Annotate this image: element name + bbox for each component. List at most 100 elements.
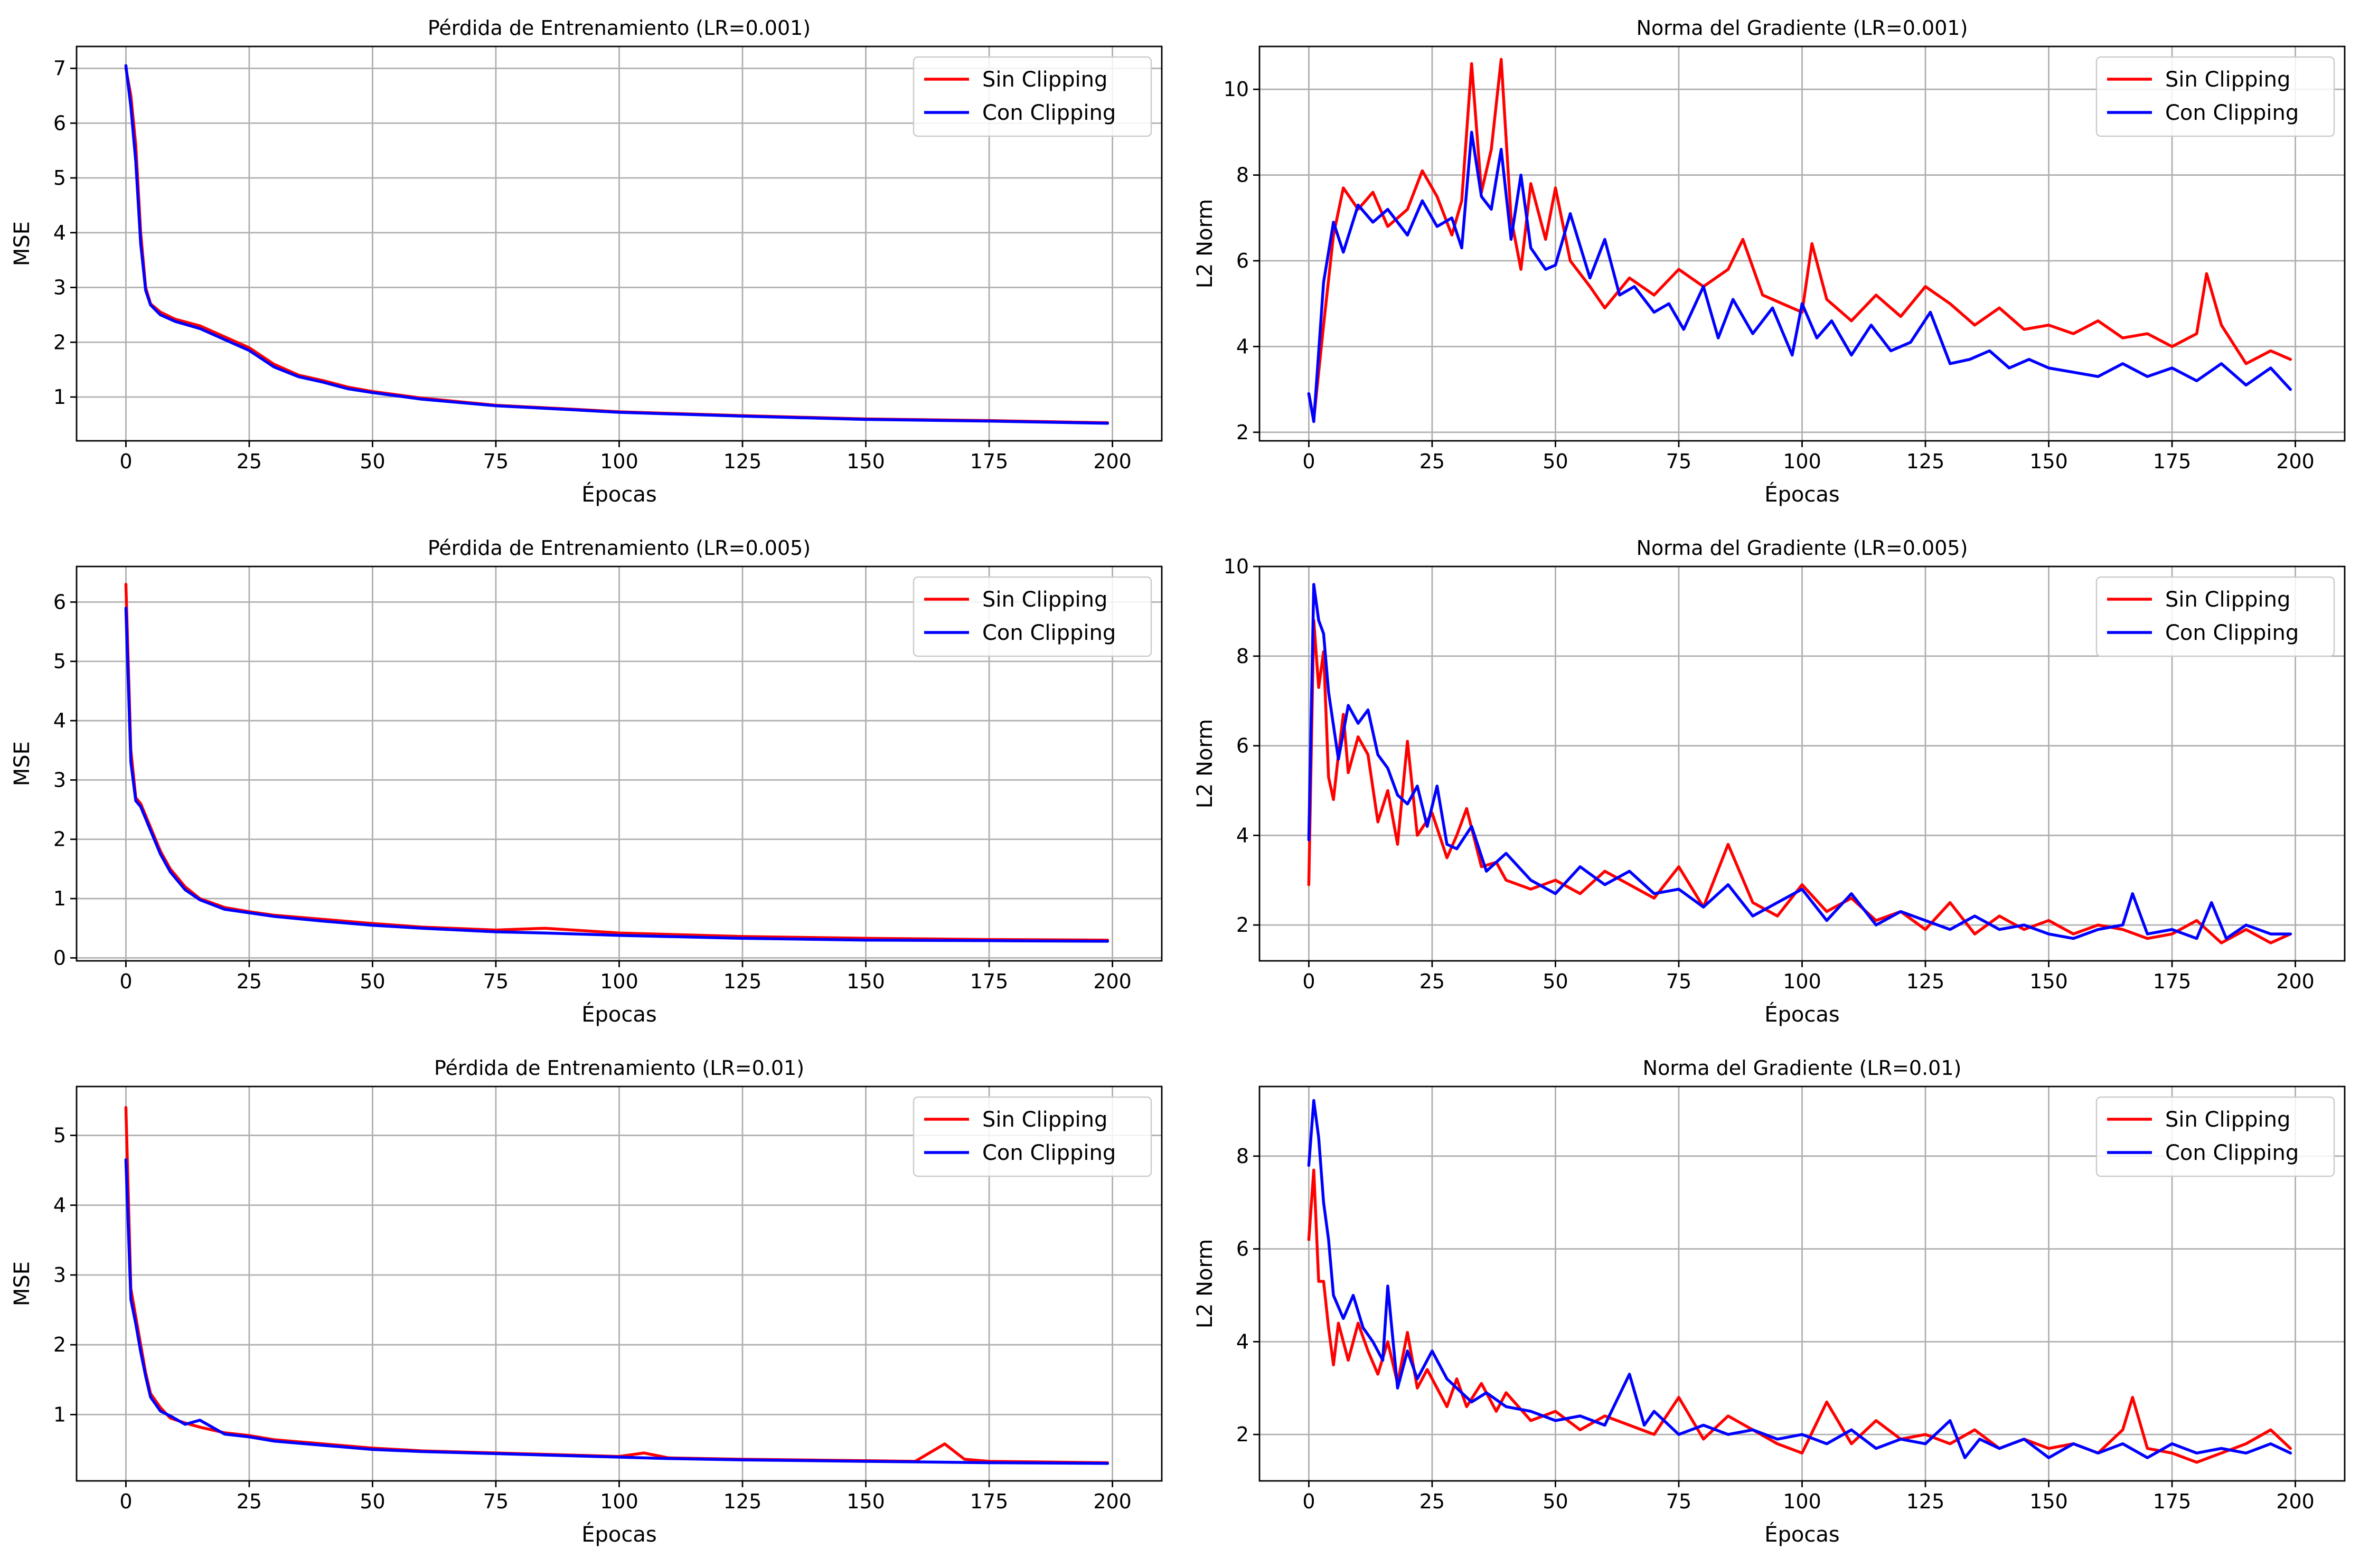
x-tick-label: 200 <box>2276 970 2315 993</box>
y-tick-label: 2 <box>1236 421 1249 444</box>
x-tick-label: 25 <box>237 450 262 473</box>
x-tick-label: 25 <box>1419 970 1445 993</box>
legend-label-con-clipping: Con Clipping <box>982 621 1116 645</box>
legend-frame <box>2095 576 2335 657</box>
legend-label-con-clipping: Con Clipping <box>2165 621 2299 645</box>
x-tick-label: 75 <box>1666 970 1691 993</box>
y-axis-label: L2 Norm <box>1193 719 1217 809</box>
y-tick-label: 3 <box>53 1263 66 1287</box>
x-tick-label: 0 <box>119 970 132 993</box>
x-tick-label: 0 <box>119 1490 132 1513</box>
x-tick-label: 50 <box>1543 970 1568 993</box>
series-line-con-clipping <box>124 64 1110 425</box>
x-axis-label: Épocas <box>581 1002 656 1027</box>
x-tick-label: 50 <box>360 970 385 993</box>
legend-label-con-clipping: Con Clipping <box>982 1141 1116 1165</box>
chart-panel-4: 0 25 50 75 100 125 150 175 200 2 4 6 8 10 Norma del Gr… <box>1193 536 2346 1027</box>
series-line-sin-clipping <box>1307 619 2292 944</box>
x-tick-label: 200 <box>2276 450 2315 473</box>
x-tick-label: 125 <box>723 970 762 993</box>
y-tick-label: 1 <box>53 887 66 910</box>
y-tick-label: 2 <box>53 1333 66 1356</box>
x-tick-label: 200 <box>1093 450 1132 473</box>
x-tick-label: 75 <box>483 970 509 993</box>
y-tick-label: 0 <box>53 946 66 969</box>
x-tick-label: 75 <box>1666 450 1691 473</box>
x-tick-label: 100 <box>600 450 638 473</box>
chart-panel-3: 0 25 50 75 100 125 150 175 200 0 1 2 3 4 5 6 Pérdida de … <box>10 536 1163 1027</box>
series-line-con-clipping <box>1307 1099 2292 1459</box>
legend-frame <box>2095 1096 2335 1177</box>
y-tick-label: 4 <box>1236 1330 1249 1353</box>
x-tick-label: 200 <box>1093 1490 1132 1513</box>
x-tick-label: 25 <box>237 1490 262 1513</box>
legend-frame <box>2095 56 2335 137</box>
legend-label-con-clipping: Con Clipping <box>982 101 1116 125</box>
series-line-sin-clipping <box>1307 58 2292 421</box>
y-tick-label: 4 <box>53 1194 66 1217</box>
x-tick-label: 150 <box>847 970 885 993</box>
legend-label-sin-clipping: Sin Clipping <box>2165 68 2290 92</box>
chart-panel-6: 0 25 50 75 100 125 150 175 200 2 4 6 8 Norma del Grad… <box>1193 1056 2346 1547</box>
y-tick-label: 6 <box>1236 249 1249 272</box>
x-tick-label: 125 <box>1906 970 1945 993</box>
y-tick-label: 8 <box>1236 1145 1249 1168</box>
x-tick-label: 0 <box>1302 1490 1315 1513</box>
legend-frame <box>913 56 1152 137</box>
y-tick-label: 4 <box>1236 335 1249 358</box>
y-tick-label: 8 <box>1236 164 1249 187</box>
x-tick-label: 75 <box>483 1490 509 1513</box>
chart-title: Norma del Gradiente (LR=0.01) <box>1643 1056 1962 1080</box>
legend: Sin Clipping Con Clipping <box>913 1096 1152 1177</box>
x-tick-label: 100 <box>1783 970 1821 993</box>
legend-label-con-clipping: Con Clipping <box>2165 101 2299 125</box>
y-axis-label: L2 Norm <box>1193 199 1217 289</box>
x-tick-label: 25 <box>1419 450 1445 473</box>
series-line-con-clipping <box>1307 130 2292 423</box>
y-tick-label: 6 <box>1236 734 1249 758</box>
chart-panel-1: 0 25 50 75 100 125 150 175 200 1 2 3 4 5 6 7 Pérdida de … <box>10 16 1163 507</box>
chart-title: Norma del Gradiente (LR=0.001) <box>1637 16 1968 40</box>
y-axis-label: MSE <box>10 741 34 786</box>
chart-title: Pérdida de Entrenamiento (LR=0.01) <box>434 1056 804 1080</box>
x-tick-label: 100 <box>1783 450 1821 473</box>
x-tick-label: 150 <box>847 1490 885 1513</box>
x-tick-label: 125 <box>723 450 762 473</box>
x-tick-label: 100 <box>600 970 638 993</box>
legend: Sin Clipping Con Clipping <box>913 56 1152 137</box>
x-tick-label: 200 <box>1093 970 1132 993</box>
y-tick-label: 8 <box>1236 645 1249 668</box>
x-tick-label: 175 <box>2153 970 2192 993</box>
legend-frame <box>913 576 1152 657</box>
y-tick-label: 10 <box>1224 78 1249 101</box>
x-tick-label: 50 <box>360 1490 385 1513</box>
legend-label-sin-clipping: Sin Clipping <box>2165 1108 2290 1132</box>
y-tick-label: 3 <box>53 768 66 791</box>
x-tick-label: 25 <box>237 970 262 993</box>
x-tick-label: 150 <box>2029 1490 2068 1513</box>
x-tick-label: 0 <box>1302 450 1315 473</box>
y-axis-label: MSE <box>10 221 34 266</box>
y-tick-label: 2 <box>53 828 66 851</box>
y-tick-label: 6 <box>53 590 66 613</box>
y-tick-label: 10 <box>1224 555 1249 578</box>
y-tick-label: 2 <box>1236 913 1249 937</box>
x-tick-label: 200 <box>2276 1490 2315 1513</box>
legend-label-sin-clipping: Sin Clipping <box>2165 588 2290 612</box>
x-tick-label: 50 <box>360 450 385 473</box>
series-line-sin-clipping <box>1307 1168 2292 1464</box>
y-tick-label: 7 <box>53 57 66 80</box>
series-line-con-clipping <box>124 1158 1110 1465</box>
x-tick-label: 0 <box>119 450 132 473</box>
x-axis-label: Épocas <box>581 1522 656 1547</box>
y-tick-label: 5 <box>53 166 66 190</box>
y-tick-label: 1 <box>53 385 66 409</box>
y-axis-label: MSE <box>10 1261 34 1306</box>
x-tick-label: 175 <box>970 1490 1009 1513</box>
x-tick-label: 150 <box>847 450 885 473</box>
x-tick-label: 25 <box>1419 1490 1445 1513</box>
x-tick-label: 125 <box>723 1490 762 1513</box>
legend: Sin Clipping Con Clipping <box>2095 56 2335 137</box>
legend: Sin Clipping Con Clipping <box>2095 576 2335 657</box>
